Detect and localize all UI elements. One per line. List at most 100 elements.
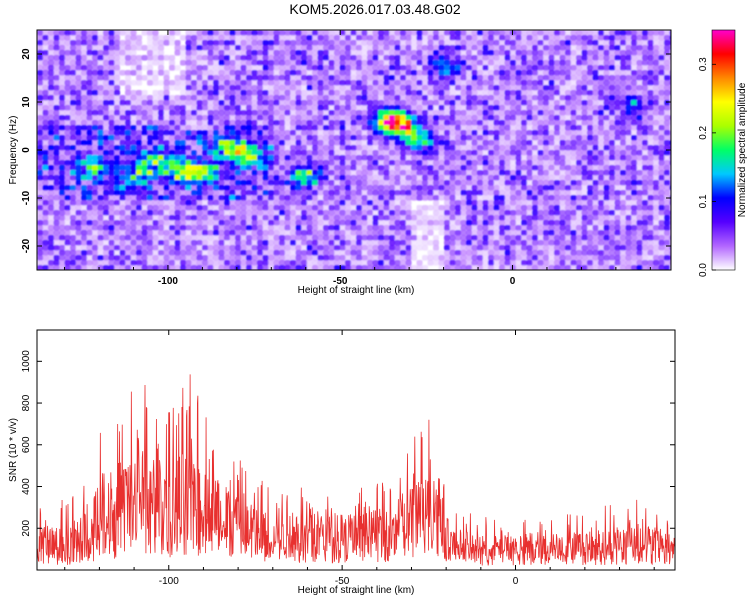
heatmap-cell — [438, 150, 445, 156]
heatmap-cell — [273, 80, 280, 86]
heatmap-cell — [383, 105, 390, 111]
heatmap-cell — [570, 75, 577, 81]
heatmap-cell — [279, 150, 286, 156]
heatmap-cell — [339, 120, 346, 126]
heatmap-cell — [543, 150, 550, 156]
heatmap-cell — [345, 90, 352, 96]
heatmap-cell — [152, 95, 159, 101]
heatmap-cell — [257, 135, 264, 141]
heatmap-cell — [658, 45, 665, 51]
heatmap-cell — [669, 155, 671, 161]
heatmap-cell — [620, 90, 627, 96]
heatmap-cell — [400, 200, 407, 206]
heatmap-cell — [130, 125, 137, 131]
heatmap-cell — [598, 160, 605, 166]
heatmap-cell — [603, 130, 610, 136]
heatmap-cell — [636, 195, 643, 201]
heatmap-cell — [169, 175, 176, 181]
heatmap-cell — [471, 165, 478, 171]
heatmap-cell — [438, 90, 445, 96]
heatmap-cell — [279, 190, 286, 196]
heatmap-cell — [262, 110, 269, 116]
heatmap-cell — [504, 170, 511, 176]
heatmap-cell — [279, 45, 286, 51]
heatmap-cell — [290, 70, 297, 76]
heatmap-cell — [548, 100, 555, 106]
heatmap-cell — [521, 75, 528, 81]
heatmap-cell — [543, 80, 550, 86]
heatmap-cell — [499, 105, 506, 111]
heatmap-cell — [240, 105, 247, 111]
heatmap-cell — [279, 220, 286, 226]
heatmap-cell — [532, 170, 539, 176]
heatmap-cell — [152, 185, 159, 191]
heatmap-cell — [598, 55, 605, 61]
heatmap-cell — [328, 235, 335, 241]
heatmap-cell — [477, 175, 484, 181]
heatmap-cell — [653, 35, 660, 41]
heatmap-cell — [427, 75, 434, 81]
heatmap-cell — [609, 75, 616, 81]
heatmap-cell — [411, 110, 418, 116]
heatmap-cell — [625, 195, 632, 201]
heatmap-cell — [235, 145, 242, 151]
heatmap-cell — [246, 155, 253, 161]
heatmap-cell — [317, 235, 324, 241]
heatmap-cell — [433, 120, 440, 126]
heatmap-cell — [284, 145, 291, 151]
heatmap-cell — [631, 190, 638, 196]
heatmap-cell — [235, 150, 242, 156]
heatmap-cell — [273, 210, 280, 216]
heatmap-cell — [460, 65, 467, 71]
heatmap-cell — [295, 110, 302, 116]
heatmap-cell — [614, 90, 621, 96]
heatmap-cell — [592, 210, 599, 216]
heatmap-cell — [361, 150, 368, 156]
heatmap-cell — [323, 210, 330, 216]
heatmap-cell — [114, 110, 121, 116]
heatmap-cell — [284, 125, 291, 131]
heatmap-cell — [262, 125, 269, 131]
heatmap-cell — [559, 120, 566, 126]
heatmap-cell — [174, 200, 181, 206]
heatmap-cell — [609, 145, 616, 151]
heatmap-cell — [609, 30, 616, 36]
heatmap-cell — [444, 180, 451, 186]
heatmap-cell — [372, 110, 379, 116]
heatmap-cell — [81, 205, 88, 211]
heatmap-cell — [273, 30, 280, 36]
heatmap-cell — [389, 110, 396, 116]
heatmap-cell — [191, 45, 198, 51]
heatmap-cell — [273, 170, 280, 176]
heatmap-cell — [488, 185, 495, 191]
heatmap-cell — [202, 200, 209, 206]
heatmap-cell — [37, 130, 44, 136]
heatmap-cell — [642, 125, 649, 131]
heatmap-cell — [108, 80, 115, 86]
heatmap-cell — [59, 155, 66, 161]
heatmap-cell — [581, 155, 588, 161]
heatmap-cell — [592, 85, 599, 91]
heatmap-cell — [477, 35, 484, 41]
heatmap-cell — [383, 215, 390, 221]
heatmap-cell — [174, 120, 181, 126]
heatmap-cell — [345, 205, 352, 211]
heatmap-cell — [367, 140, 374, 146]
heatmap-cell — [636, 70, 643, 76]
heatmap-cell — [262, 140, 269, 146]
heatmap-cell — [609, 120, 616, 126]
heatmap-cell — [284, 165, 291, 171]
heatmap-cell — [548, 90, 555, 96]
heatmap-cell — [532, 75, 539, 81]
heatmap-cell — [422, 35, 429, 41]
heatmap-cell — [625, 50, 632, 56]
heatmap-cell — [438, 35, 445, 41]
heatmap-cell — [405, 60, 412, 66]
heatmap-cell — [510, 125, 517, 131]
heatmap-cell — [125, 175, 132, 181]
heatmap-cell — [653, 110, 660, 116]
heatmap-cell — [504, 50, 511, 56]
heatmap-cell — [229, 225, 236, 231]
heatmap-cell — [449, 100, 456, 106]
heatmap-cell — [169, 130, 176, 136]
